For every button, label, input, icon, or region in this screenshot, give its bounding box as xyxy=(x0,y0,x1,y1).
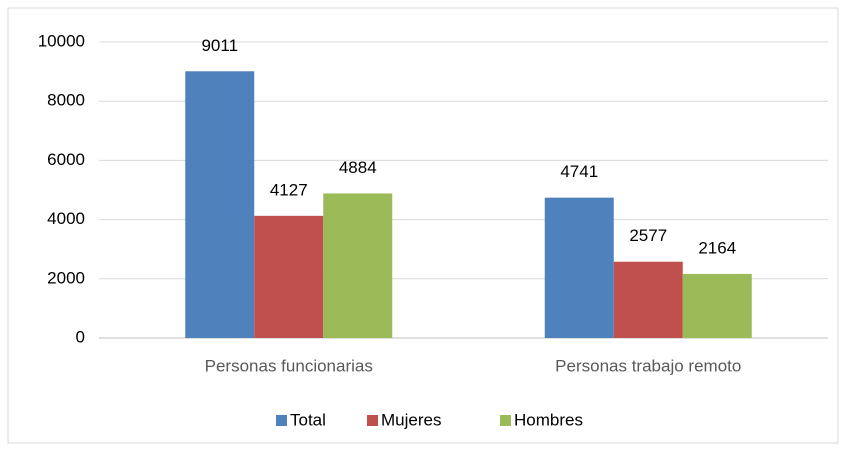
y-tick-label: 4000 xyxy=(47,209,85,228)
bar xyxy=(323,193,393,338)
x-tick-label: Personas trabajo remoto xyxy=(555,356,741,375)
data-label: 2164 xyxy=(698,238,736,257)
data-label: 4741 xyxy=(560,162,598,181)
y-tick-label: 0 xyxy=(76,327,85,346)
data-label: 9011 xyxy=(201,36,238,55)
legend-label: Mujeres xyxy=(381,410,441,429)
legend-label: Total xyxy=(290,410,326,429)
legend-label: Hombres xyxy=(514,410,583,429)
chart-frame xyxy=(7,7,839,444)
bar xyxy=(185,71,255,338)
y-tick-label: 10000 xyxy=(38,31,85,50)
y-tick-label: 8000 xyxy=(47,91,85,110)
legend-swatch xyxy=(500,415,511,426)
x-tick-label: Personas funcionarias xyxy=(205,356,373,375)
y-tick-label: 2000 xyxy=(47,268,85,287)
bar xyxy=(613,261,683,338)
data-label: 4127 xyxy=(270,180,308,199)
legend-swatch xyxy=(367,415,378,426)
bar xyxy=(544,197,614,338)
data-label: 4884 xyxy=(339,158,377,177)
y-tick-label: 6000 xyxy=(47,150,85,169)
bar xyxy=(682,273,752,338)
data-label: 2577 xyxy=(629,226,667,245)
bar xyxy=(254,215,324,338)
legend-swatch xyxy=(276,415,287,426)
